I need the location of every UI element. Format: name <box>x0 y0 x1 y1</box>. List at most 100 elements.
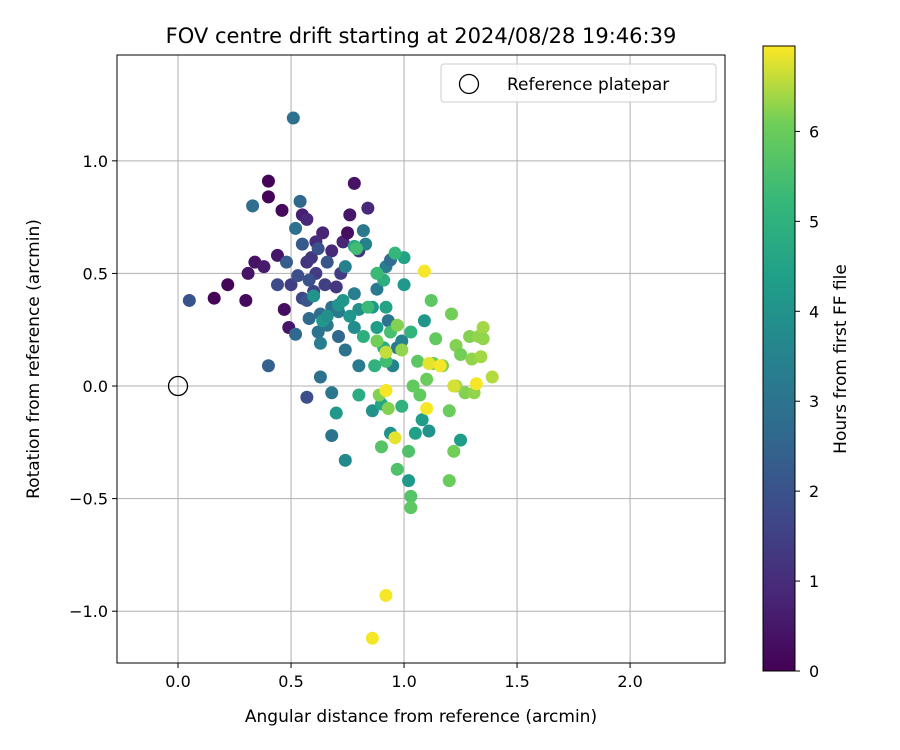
data-point <box>417 264 431 278</box>
data-point <box>207 291 221 305</box>
data-point <box>361 300 375 314</box>
data-point <box>329 406 343 420</box>
data-point <box>329 280 343 294</box>
data-point <box>442 404 456 418</box>
data-point <box>302 311 316 325</box>
data-point <box>304 251 318 265</box>
data-point <box>463 329 477 343</box>
colorbar-tick-label: 2 <box>809 482 819 501</box>
data-point <box>474 350 488 364</box>
data-point <box>239 293 253 307</box>
data-point <box>445 307 459 321</box>
colorbar-gradient <box>763 46 795 671</box>
colorbar-tick-label: 5 <box>809 212 819 231</box>
data-point <box>289 327 303 341</box>
data-point <box>420 402 434 416</box>
data-point <box>313 336 327 350</box>
colorbar-tick-label: 4 <box>809 302 819 321</box>
data-point <box>241 266 255 280</box>
data-point <box>379 384 393 398</box>
data-point <box>381 402 395 416</box>
data-point <box>318 278 332 292</box>
data-point <box>300 212 314 226</box>
data-point <box>417 314 431 328</box>
data-point <box>422 424 436 438</box>
data-point <box>379 345 393 359</box>
data-point <box>352 359 366 373</box>
data-point <box>320 309 334 323</box>
data-point <box>454 347 468 361</box>
data-point <box>343 309 357 323</box>
data-point <box>388 246 402 260</box>
y-tick-label: 0.0 <box>83 377 108 396</box>
data-point <box>388 431 402 445</box>
data-point <box>280 255 294 269</box>
data-point <box>295 237 309 251</box>
reference-marker-layer <box>167 375 189 397</box>
data-point <box>336 293 350 307</box>
data-point <box>379 588 393 602</box>
data-point <box>404 489 418 503</box>
data-point <box>338 343 352 357</box>
x-tick-label: 1.5 <box>504 672 529 691</box>
data-point <box>365 404 379 418</box>
colorbar: 0 1 2 3 4 5 6 Hours from first FF file <box>762 45 851 681</box>
data-point <box>246 199 260 213</box>
data-point <box>469 377 483 391</box>
data-point <box>404 501 418 515</box>
colorbar-tick-label: 6 <box>809 122 819 141</box>
data-point <box>221 278 235 292</box>
x-tick-label: 1.0 <box>391 672 416 691</box>
data-point <box>395 334 409 348</box>
data-point <box>311 325 325 339</box>
data-point <box>302 273 316 287</box>
data-point <box>476 332 490 346</box>
data-point <box>350 242 364 256</box>
x-axis-ticks: 0.0 0.5 1.0 1.5 2.0 <box>165 663 643 691</box>
data-point <box>420 372 434 386</box>
x-tick-label: 2.0 <box>617 672 642 691</box>
chart-title: FOV centre drift starting at 2024/08/28 … <box>166 24 677 48</box>
legend: Reference platepar <box>440 63 717 103</box>
data-point <box>347 287 361 301</box>
data-point <box>404 325 418 339</box>
legend-box <box>440 63 717 103</box>
data-point <box>313 370 327 384</box>
data-point <box>291 269 305 283</box>
data-point <box>447 444 461 458</box>
data-point <box>397 278 411 292</box>
plot-frame <box>116 54 726 664</box>
data-point <box>286 111 300 125</box>
data-point <box>325 386 339 400</box>
data-point <box>415 413 429 427</box>
x-tick-label: 0.5 <box>278 672 303 691</box>
data-point <box>261 174 275 188</box>
data-point <box>277 302 291 316</box>
data-point <box>390 462 404 476</box>
data-point <box>270 278 284 292</box>
data-point <box>379 300 393 314</box>
y-tick-label: 1.0 <box>83 152 108 171</box>
data-point <box>275 203 289 217</box>
y-tick-label: −0.5 <box>69 490 108 509</box>
y-tick-label: 0.5 <box>83 264 108 283</box>
data-point <box>325 244 339 258</box>
data-point <box>370 282 384 296</box>
data-point <box>311 242 325 256</box>
data-point <box>343 208 357 222</box>
data-point <box>370 334 384 348</box>
data-point <box>485 370 499 384</box>
data-point <box>182 293 196 307</box>
data-point <box>261 359 275 373</box>
data-point <box>422 357 436 371</box>
y-axis-ticks: −1.0 −0.5 0.0 0.5 1.0 <box>69 152 117 621</box>
data-point <box>361 201 375 215</box>
data-point <box>476 320 490 334</box>
data-point <box>447 379 461 393</box>
data-point <box>289 221 303 235</box>
data-point <box>411 354 425 368</box>
x-axis-label: Angular distance from reference (arcmin) <box>245 707 597 727</box>
data-point <box>293 194 307 208</box>
data-point <box>338 260 352 274</box>
